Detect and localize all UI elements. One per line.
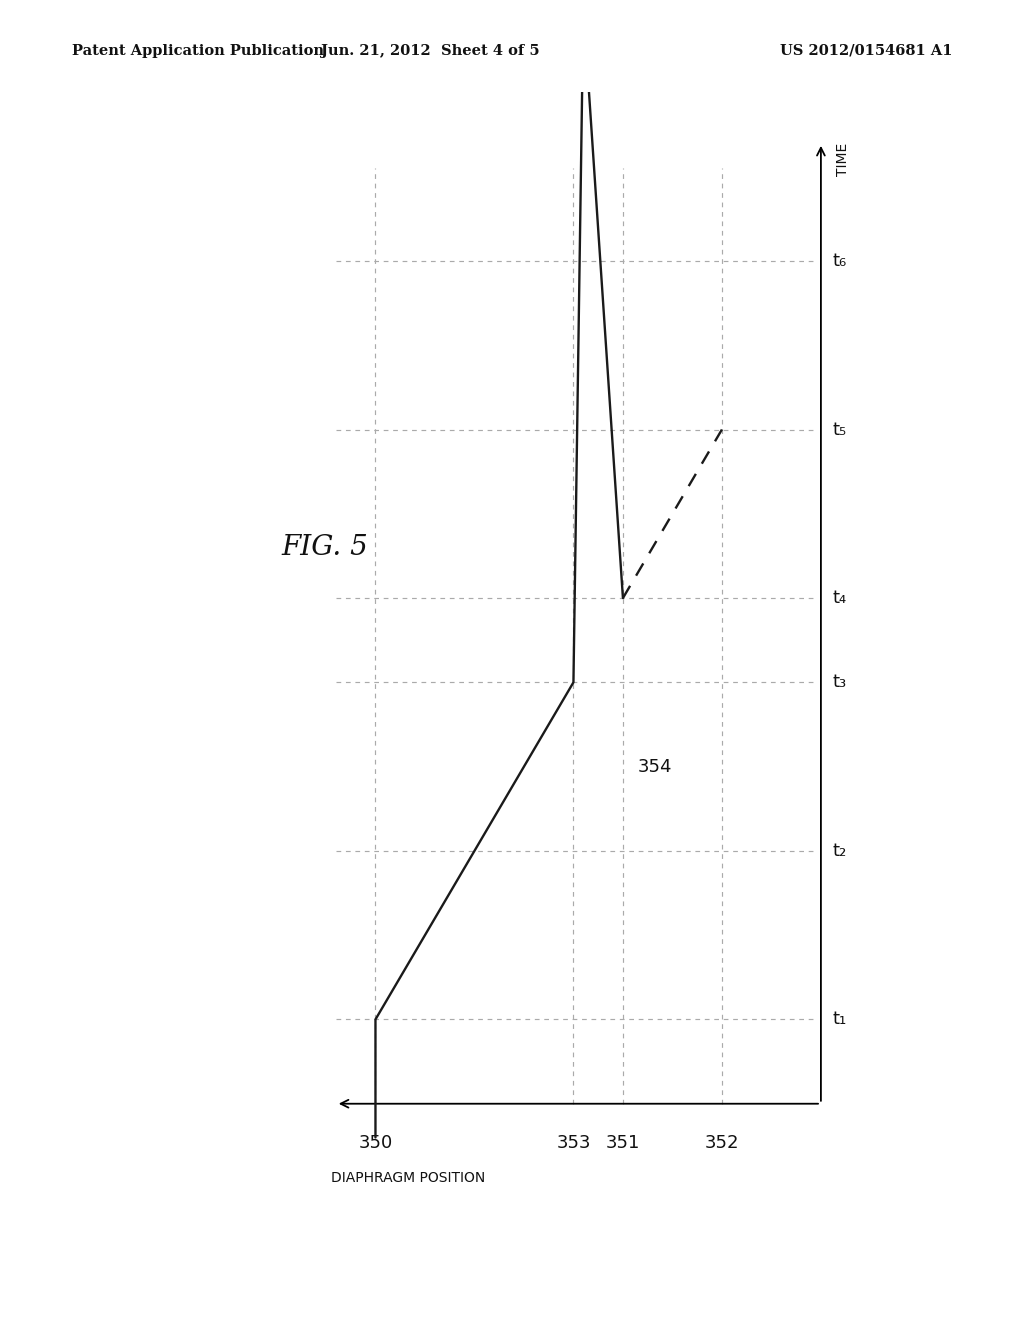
- Text: 350: 350: [358, 1134, 392, 1152]
- Text: 353: 353: [556, 1134, 591, 1152]
- Text: t₃: t₃: [833, 673, 847, 692]
- Text: t₅: t₅: [833, 421, 847, 438]
- Text: FIG. 5: FIG. 5: [282, 535, 369, 561]
- Text: 351: 351: [606, 1134, 640, 1152]
- Text: t₂: t₂: [833, 842, 847, 859]
- Text: Patent Application Publication: Patent Application Publication: [72, 44, 324, 58]
- Text: US 2012/0154681 A1: US 2012/0154681 A1: [780, 44, 952, 58]
- Text: 352: 352: [705, 1134, 739, 1152]
- Text: TIME: TIME: [836, 143, 850, 176]
- Text: t₄: t₄: [833, 589, 847, 607]
- Text: Jun. 21, 2012  Sheet 4 of 5: Jun. 21, 2012 Sheet 4 of 5: [321, 44, 540, 58]
- Text: DIAPHRAGM POSITION: DIAPHRAGM POSITION: [331, 1171, 485, 1185]
- Text: 354: 354: [638, 758, 673, 776]
- Text: t₆: t₆: [833, 252, 847, 271]
- Text: t₁: t₁: [833, 1010, 847, 1028]
